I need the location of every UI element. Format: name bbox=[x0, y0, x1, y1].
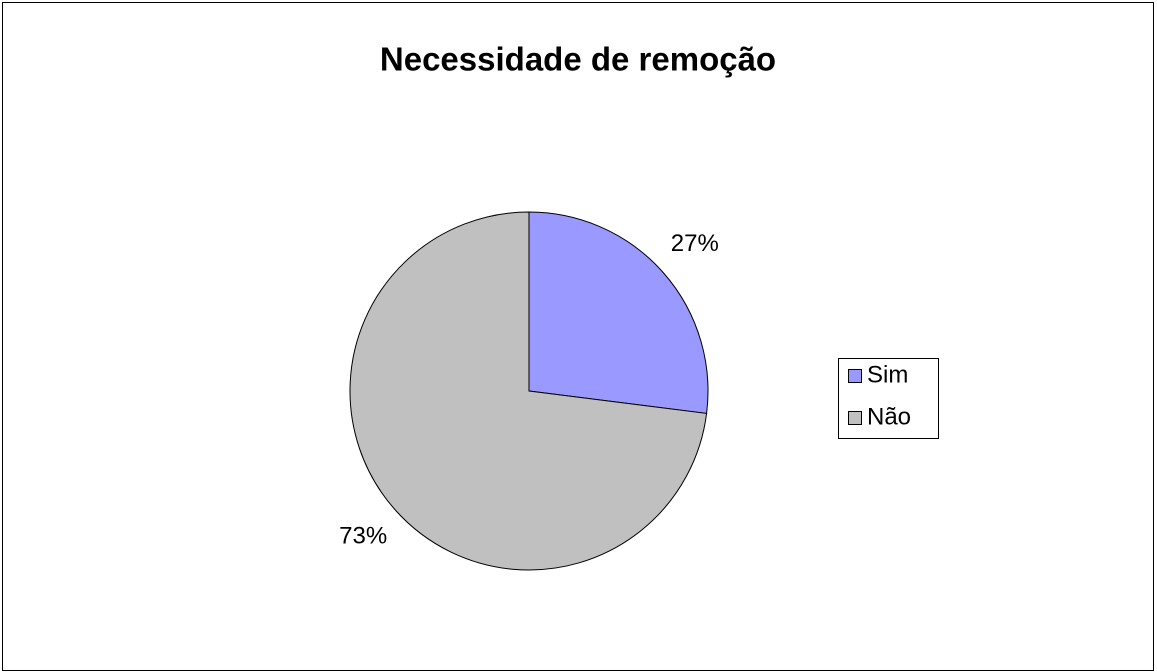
legend-label: Sim bbox=[867, 361, 908, 388]
chart-title: Necessidade de remoção bbox=[380, 41, 776, 78]
pie-slice bbox=[349, 211, 708, 571]
pie-slice bbox=[528, 211, 709, 414]
legend-swatch bbox=[848, 369, 862, 383]
data-label: 73% bbox=[339, 523, 387, 550]
legend-label: Não bbox=[867, 403, 911, 430]
data-label: 27% bbox=[671, 230, 719, 257]
legend-swatch bbox=[848, 411, 862, 425]
